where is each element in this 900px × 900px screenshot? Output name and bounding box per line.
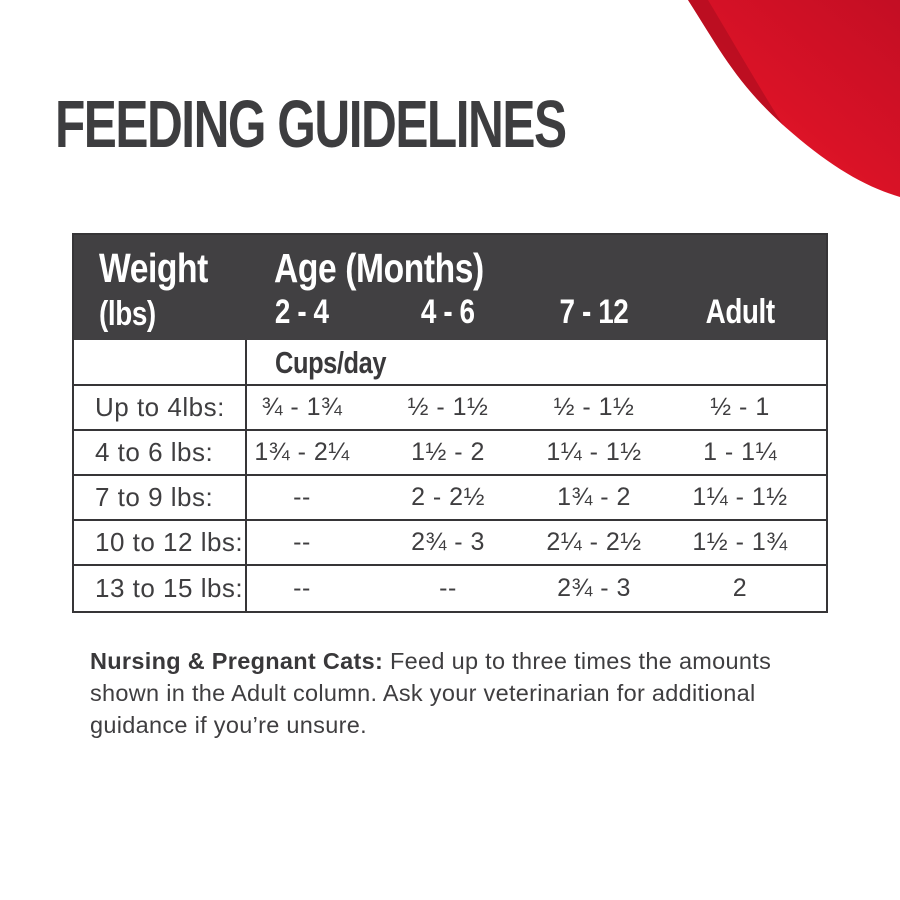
- column-divider: [245, 476, 247, 519]
- column-divider: [245, 386, 247, 429]
- value-cells: 1¾ - 2¼ 1½ - 2 1¼ - 1½ 1 - 1¼: [229, 431, 813, 474]
- cups-value: 2: [732, 574, 748, 602]
- cups-value: 1¼ - 1½: [546, 438, 642, 466]
- cups-value: --: [293, 483, 311, 511]
- age-col-7-12: 7 - 12: [559, 293, 629, 331]
- table-header: Weight (lbs) Age (Months) 2 - 4 4 - 6 7 …: [74, 235, 826, 340]
- note-label: Nursing & Pregnant Cats:: [90, 648, 384, 674]
- table-row-13-to-15lbs: 13 to 15 lbs: -- -- 2¾ - 3 2: [74, 566, 826, 611]
- cups-value: 1½ - 1¾: [692, 528, 788, 556]
- weight-cell: 13 to 15 lbs:: [95, 573, 244, 603]
- units-row: Cups/day: [74, 340, 826, 386]
- weight-cell: 4 to 6 lbs:: [95, 437, 214, 467]
- column-divider: [245, 521, 247, 564]
- age-col-2-4: 2 - 4: [275, 293, 329, 331]
- age-col-4-6: 4 - 6: [421, 293, 475, 331]
- cups-value: 2¾ - 3: [411, 528, 485, 556]
- weight-cell: Up to 4lbs:: [95, 392, 225, 422]
- note-text-2: shown in the Adult column. Ask your vete…: [90, 680, 756, 706]
- value-cells: -- 2¾ - 3 2¼ - 2½ 1½ - 1¾: [229, 521, 813, 564]
- cups-value: 1¼ - 1½: [692, 483, 788, 511]
- nursing-pregnant-note: Nursing & Pregnant Cats: Feed up to thre…: [90, 645, 850, 741]
- column-divider: [245, 566, 247, 611]
- table-row-4-to-6lbs: 4 to 6 lbs: 1¾ - 2¼ 1½ - 2 1¼ - 1½ 1 - 1…: [74, 431, 826, 476]
- cups-value: ½ - 1: [710, 393, 770, 421]
- note-text-1: Feed up to three times the amounts: [383, 648, 772, 674]
- cups-value: --: [293, 574, 311, 602]
- units-label: Cups/day: [275, 345, 387, 380]
- age-column-header: Age (Months): [274, 245, 484, 291]
- value-cells: -- 2 - 2½ 1¾ - 2 1¼ - 1½: [229, 476, 813, 519]
- page-title: FEEDING GUIDELINES: [55, 87, 567, 162]
- age-range-headers: 2 - 4 4 - 6 7 - 12 Adult: [229, 293, 813, 337]
- table-row-up-to-4lbs: Up to 4lbs: ¾ - 1¾ ½ - 1½ ½ - 1½ ½ - 1: [74, 386, 826, 431]
- red-swoosh-decoration: [688, 0, 900, 197]
- column-divider: [245, 340, 247, 384]
- cups-value: 1¾ - 2¼: [254, 438, 350, 466]
- table-row-7-to-9lbs: 7 to 9 lbs: -- 2 - 2½ 1¾ - 2 1¼ - 1½: [74, 476, 826, 521]
- feeding-guidelines-table: Weight (lbs) Age (Months) 2 - 4 4 - 6 7 …: [72, 233, 828, 613]
- table-row-10-to-12lbs: 10 to 12 lbs: -- 2¾ - 3 2¼ - 2½ 1½ - 1¾: [74, 521, 826, 566]
- weight-column-header: Weight: [99, 245, 208, 291]
- age-col-adult: Adult: [705, 293, 775, 331]
- cups-value: 2 - 2½: [411, 483, 485, 511]
- cups-value: 1½ - 2: [411, 438, 485, 466]
- note-line-1: Nursing & Pregnant Cats: Feed up to thre…: [90, 648, 771, 674]
- cups-value: ½ - 1½: [553, 393, 635, 421]
- cups-value: 2¼ - 2½: [546, 528, 642, 556]
- weight-cell: 7 to 9 lbs:: [95, 482, 214, 512]
- note-text-3: guidance if you’re unsure.: [90, 712, 367, 738]
- cups-value: 2¾ - 3: [557, 574, 631, 602]
- weight-cell: 10 to 12 lbs:: [95, 527, 244, 557]
- cups-value: ½ - 1½: [407, 393, 489, 421]
- value-cells: -- -- 2¾ - 3 2: [229, 566, 813, 611]
- weight-unit-label: (lbs): [99, 295, 156, 333]
- value-cells: ¾ - 1¾ ½ - 1½ ½ - 1½ ½ - 1: [229, 386, 813, 429]
- cups-value: 1¾ - 2: [557, 483, 631, 511]
- cups-value: ¾ - 1¾: [261, 393, 343, 421]
- cups-value: --: [439, 574, 457, 602]
- column-divider: [245, 431, 247, 474]
- cups-value: --: [293, 528, 311, 556]
- cups-value: 1 - 1¼: [703, 438, 777, 466]
